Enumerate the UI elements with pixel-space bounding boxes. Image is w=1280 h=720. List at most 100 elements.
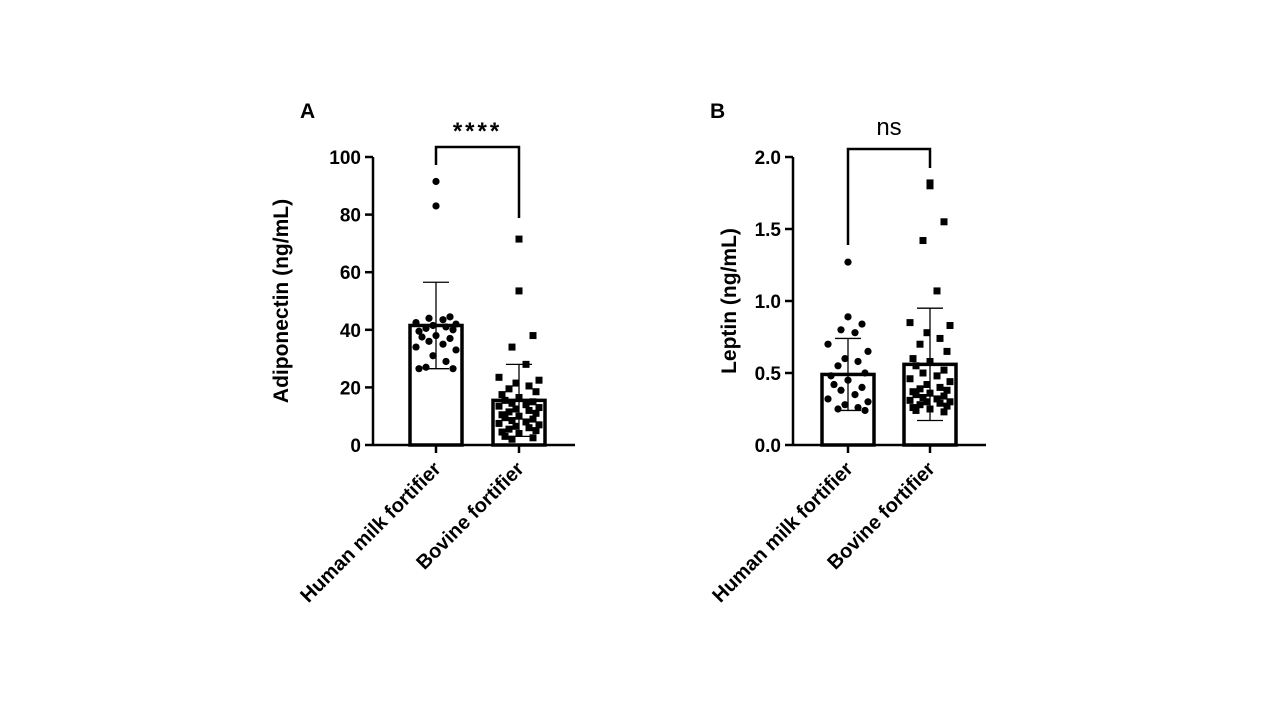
data-point — [946, 321, 954, 329]
data-point — [854, 357, 862, 366]
data-point — [844, 376, 852, 384]
data-point — [916, 385, 924, 393]
data-point — [827, 372, 835, 380]
data-point — [936, 399, 944, 407]
data-point — [844, 313, 852, 321]
data-point — [943, 386, 951, 394]
data-point — [906, 396, 914, 404]
y-tick-label: 100 — [329, 148, 361, 169]
data-point — [415, 327, 423, 335]
data-point — [912, 362, 920, 370]
data-point — [864, 347, 872, 355]
panel-b: B Leptin (ng/mL) 0.0 0.5 1.0 1.5 2.0 Human milk… — [708, 100, 986, 607]
y-tick-label: 40 — [340, 321, 361, 342]
y-tick-label: 2.0 — [755, 148, 781, 169]
data-point — [535, 421, 543, 429]
data-point — [442, 357, 450, 366]
y-tick-label: 1.5 — [755, 220, 782, 241]
data-point — [926, 389, 934, 397]
data-point — [861, 369, 869, 377]
data-point — [439, 316, 447, 324]
data-point — [412, 319, 420, 327]
data-point — [824, 395, 832, 403]
y-axis-label: Leptin (ng/mL) — [718, 228, 741, 374]
data-point — [446, 334, 454, 343]
significance-label: ns — [876, 114, 901, 141]
data-point — [501, 396, 509, 404]
y-tick-label: 20 — [340, 378, 361, 399]
significance-label: **** — [453, 118, 502, 145]
data-point — [535, 376, 543, 384]
data-point — [508, 435, 516, 443]
data-point — [532, 427, 540, 435]
y-tick-label: 80 — [340, 206, 361, 227]
data-point — [495, 402, 503, 410]
y-axis-label: Adiponectin (ng/mL) — [270, 199, 293, 403]
data-point — [923, 381, 931, 389]
data-point — [532, 409, 540, 417]
data-point — [442, 323, 450, 331]
data-point — [425, 337, 433, 345]
data-point — [940, 218, 948, 226]
data-point — [535, 404, 543, 412]
data-point — [512, 422, 520, 430]
data-point — [943, 347, 951, 355]
data-point — [418, 333, 426, 341]
category-label: Human milk fortifier — [296, 458, 445, 607]
data-point — [854, 403, 862, 412]
data-point — [439, 340, 447, 348]
data-point — [501, 414, 509, 422]
data-point — [940, 408, 948, 416]
data-point — [449, 326, 457, 334]
y-tick-label: 60 — [340, 263, 361, 284]
data-point — [515, 429, 523, 437]
data-point — [415, 365, 423, 373]
data-point — [861, 406, 869, 415]
data-point — [912, 391, 920, 399]
y-tick-label: 1.0 — [755, 292, 781, 313]
data-point — [515, 235, 523, 243]
data-point — [858, 320, 866, 328]
data-point — [432, 202, 440, 210]
data-point — [522, 360, 530, 368]
data-point — [522, 401, 530, 409]
data-point — [926, 357, 934, 365]
data-point — [926, 405, 934, 413]
data-point — [529, 398, 537, 406]
data-point — [432, 331, 440, 340]
data-point — [834, 405, 842, 413]
data-point — [525, 382, 533, 390]
data-point — [432, 177, 440, 186]
data-point — [422, 363, 430, 371]
data-point — [525, 406, 533, 414]
significance-bracket — [846, 147, 932, 245]
data-point — [912, 406, 920, 414]
data-point — [906, 319, 914, 327]
data-point — [429, 352, 437, 360]
panel-a: A Adiponectin (ng/mL) 0 20 40 60 80 100 Human mi… — [270, 100, 575, 607]
data-point — [422, 324, 430, 332]
data-point — [429, 321, 437, 330]
data-point — [923, 398, 931, 406]
data-point — [906, 375, 914, 383]
data-point — [495, 373, 503, 381]
data-point — [449, 365, 457, 373]
data-point — [529, 415, 537, 423]
data-point — [525, 424, 533, 432]
data-point — [505, 385, 513, 393]
data-point — [841, 401, 849, 409]
data-point — [851, 329, 859, 337]
data-point — [532, 388, 540, 396]
data-point — [916, 340, 924, 348]
data-point — [501, 432, 509, 440]
data-point — [864, 398, 872, 406]
y-tick-label: 0.5 — [755, 364, 782, 385]
panel-label: B — [710, 100, 725, 123]
data-point — [858, 383, 866, 391]
data-point — [940, 366, 948, 374]
data-point — [940, 392, 948, 400]
data-point — [452, 346, 460, 354]
data-point — [837, 386, 845, 394]
data-point — [505, 408, 513, 416]
